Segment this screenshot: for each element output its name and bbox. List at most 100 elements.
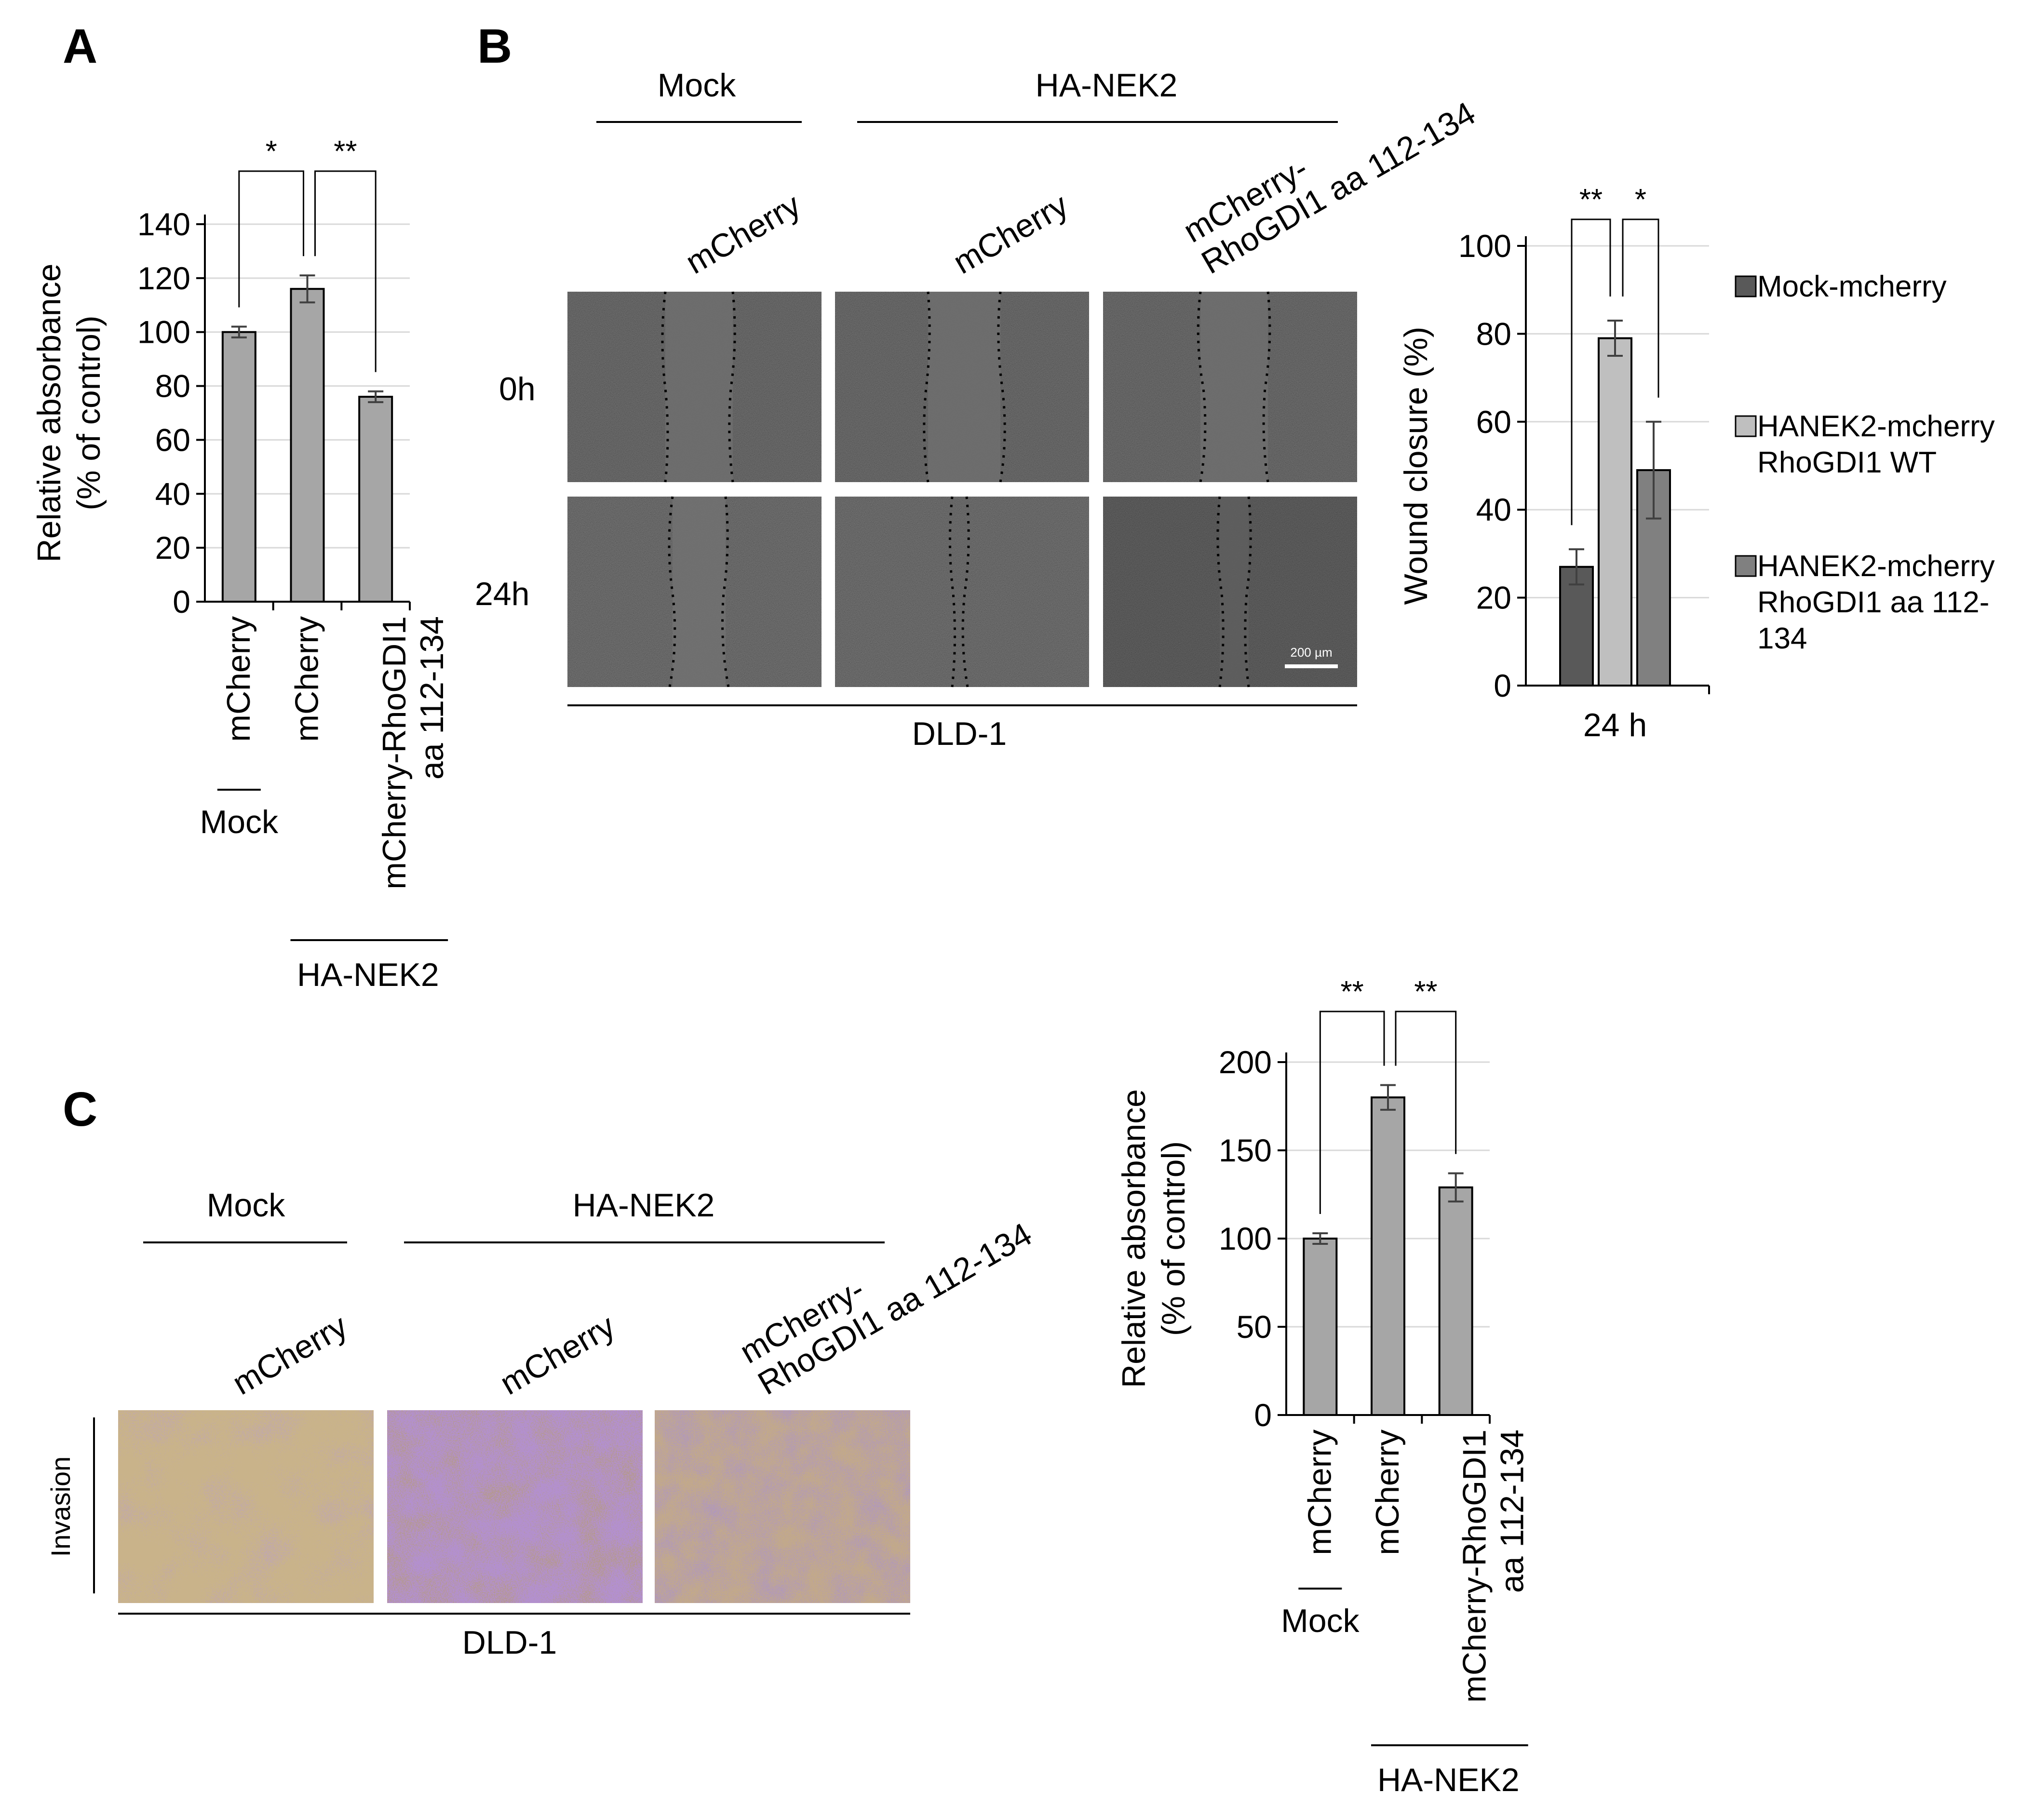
legend-label: Mock-mcherry bbox=[1757, 270, 1947, 303]
invasion-micrographs: Mock HA-NEK2 mCherry mCherry mCherry- Rh… bbox=[45, 1185, 1038, 1661]
legend-label-line-1: HANEK2-mcherry bbox=[1757, 410, 1995, 443]
micrograph-24h-mock bbox=[567, 496, 822, 688]
significance-label: ** bbox=[334, 135, 357, 168]
significance-label: ** bbox=[1341, 975, 1364, 1009]
row-label-24h: 24h bbox=[475, 576, 529, 612]
significance-bracket bbox=[1319, 1011, 1385, 1214]
significance-bracket bbox=[314, 170, 377, 372]
category-label-line-1: mCherry bbox=[289, 616, 325, 742]
group-label-mock: Mock bbox=[658, 67, 736, 104]
row-label-invasion: Invasion bbox=[45, 1456, 76, 1557]
column-label-mcherry-2: mCherry bbox=[947, 187, 1075, 281]
y-axis-label: Relative absorbance(% of control) bbox=[1116, 1089, 1192, 1388]
invasion-image-mock bbox=[118, 1410, 374, 1603]
legend-label-line-3: 134 bbox=[1757, 622, 1807, 655]
significance-label: * bbox=[266, 135, 277, 168]
category-label-line-1: mCherry bbox=[220, 616, 257, 742]
legend-label: HANEK2-mcherry RhoGDI1 aa 112-134 bbox=[1757, 550, 1995, 655]
column-label-mcherry-2-c: mCherry bbox=[494, 1308, 621, 1402]
invasion-image-mutant bbox=[655, 1410, 910, 1603]
bar bbox=[1598, 337, 1632, 687]
category-label: mCherry-RhoGDI1aa 112-134 bbox=[1456, 1429, 1531, 1703]
significance-bracket bbox=[1622, 218, 1659, 398]
significance-bracket bbox=[1395, 1011, 1457, 1154]
bar bbox=[1303, 1238, 1338, 1416]
y-axis-label-line-2: (% of control) bbox=[70, 315, 107, 510]
y-tick-label: 40 bbox=[155, 476, 190, 512]
panel-letter-b: B bbox=[477, 19, 512, 73]
category-label-line-2: aa 112-134 bbox=[414, 616, 450, 780]
significance-label: * bbox=[1635, 183, 1646, 216]
y-tick-label: 20 bbox=[1476, 580, 1511, 616]
y-tick-label: 80 bbox=[1476, 316, 1511, 351]
scale-bar-label: 200 µm bbox=[1290, 645, 1332, 660]
y-tick-label: 40 bbox=[1476, 492, 1511, 527]
y-tick-label: 140 bbox=[137, 206, 190, 242]
category-label: mCherry bbox=[1369, 1429, 1406, 1555]
group-label-mock-c: Mock bbox=[207, 1187, 285, 1224]
bar bbox=[1371, 1096, 1405, 1416]
significance-bracket bbox=[238, 170, 304, 308]
bar bbox=[290, 288, 325, 603]
legend-label-line-1: HANEK2-mcherry bbox=[1757, 550, 1995, 583]
y-tick-label: 60 bbox=[1476, 404, 1511, 440]
legend-swatch bbox=[1735, 415, 1757, 437]
y-axis-label: Wound closure (%) bbox=[1398, 327, 1434, 605]
cell-line-label-b: DLD-1 bbox=[912, 715, 1007, 752]
y-axis-label-line-1: Relative absorbance bbox=[31, 264, 67, 563]
panel-letter-a: A bbox=[63, 19, 97, 73]
category-label-line-2: aa 112-134 bbox=[1494, 1429, 1531, 1593]
column-label-rhogdi1-mutant: mCherry- RhoGDI1 aa 112-134 bbox=[1177, 64, 1482, 281]
bar bbox=[1559, 566, 1594, 687]
significance-label: ** bbox=[1579, 183, 1603, 216]
group-label-ha-nek2-c: HA-NEK2 bbox=[573, 1187, 715, 1224]
category-label: mCherry bbox=[289, 616, 325, 742]
category-label-line-1: mCherry bbox=[1301, 1429, 1338, 1555]
legend-label: HANEK2-mcherry RhoGDI1 WT bbox=[1757, 410, 1995, 479]
significance-bracket bbox=[1571, 218, 1611, 526]
y-tick-label: 50 bbox=[1237, 1309, 1272, 1345]
row-label-0h: 0h bbox=[499, 371, 536, 407]
group-label-ha-nek2: HA-NEK2 bbox=[1036, 67, 1178, 104]
group-label-ha-nek2: HA-NEK2 bbox=[297, 957, 439, 993]
x-category-label: 24 h bbox=[1583, 707, 1647, 743]
panel-letter-c: C bbox=[63, 1082, 97, 1136]
y-tick-label: 200 bbox=[1219, 1044, 1272, 1080]
category-label: mCherry bbox=[220, 616, 257, 742]
category-label: mCherry bbox=[1301, 1429, 1338, 1555]
legend-label-line-1: Mock-mcherry bbox=[1757, 270, 1947, 303]
column-label-rhogdi1-mutant-c: mCherry- RhoGDI1 aa 112-134 bbox=[734, 1185, 1038, 1402]
micrograph-24h-nek2 bbox=[835, 496, 1089, 688]
y-tick-label: 100 bbox=[1458, 228, 1511, 264]
y-tick-label: 100 bbox=[1219, 1221, 1272, 1256]
y-tick-label: 0 bbox=[173, 584, 190, 620]
micrograph-0h-nek2 bbox=[835, 291, 1089, 483]
y-tick-label: 80 bbox=[155, 368, 190, 404]
column-label-mcherry-1: mCherry bbox=[680, 187, 807, 281]
group-label-mock: Mock bbox=[1281, 1603, 1360, 1639]
y-tick-label: 150 bbox=[1219, 1132, 1272, 1168]
y-axis-label-line-1: Relative absorbance bbox=[1116, 1089, 1152, 1388]
category-label-line-1: mCherry-RhoGDI1 bbox=[1456, 1429, 1493, 1703]
y-tick-label: 20 bbox=[155, 530, 190, 566]
group-label-mock: Mock bbox=[200, 804, 279, 840]
y-tick-label: 120 bbox=[137, 260, 190, 296]
bar bbox=[358, 395, 393, 603]
significance-label: ** bbox=[1414, 975, 1437, 1009]
column-label-mcherry-1-c: mCherry bbox=[227, 1308, 354, 1402]
legend-swatch bbox=[1735, 275, 1757, 297]
micrograph-24h-mutant: 200 µm bbox=[1103, 496, 1357, 688]
y-axis-label-line-2: (% of control) bbox=[1155, 1141, 1192, 1336]
category-label: mCherry-RhoGDI1aa 112-134 bbox=[376, 616, 450, 890]
y-tick-label: 0 bbox=[1494, 668, 1511, 703]
category-label-line-1: mCherry bbox=[1369, 1429, 1406, 1555]
chart-a-absorbance: 0 20 40 60 80 100 120 140 Relative absorbance(% … bbox=[31, 135, 450, 993]
y-tick-label: 0 bbox=[1254, 1397, 1272, 1433]
y-tick-label: 100 bbox=[137, 314, 190, 350]
bar bbox=[221, 331, 256, 603]
y-axis-label-line-1: Wound closure (%) bbox=[1398, 327, 1434, 605]
legend-label-line-2: RhoGDI1 WT bbox=[1757, 446, 1937, 479]
micrograph-0h-mock bbox=[567, 291, 822, 483]
category-label-line-1: mCherry-RhoGDI1 bbox=[376, 616, 413, 890]
